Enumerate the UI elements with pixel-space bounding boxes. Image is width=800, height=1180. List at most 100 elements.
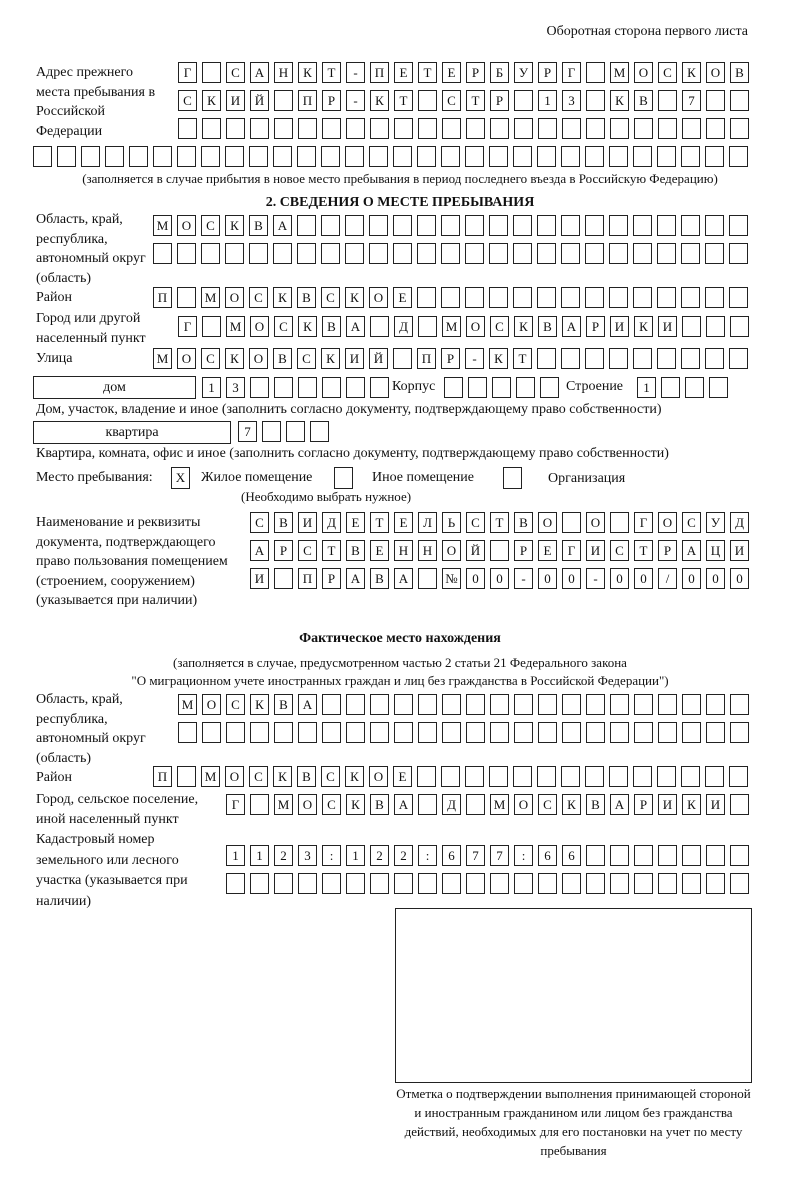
actual-region-row2-cell[interactable] — [466, 722, 485, 743]
actual-district-cell[interactable]: П — [153, 766, 172, 787]
actual-region-row2-cell[interactable] — [658, 722, 677, 743]
actual-district-cell[interactable] — [177, 766, 196, 787]
region-row1-cell[interactable] — [513, 215, 532, 236]
region-row1-cell[interactable]: С — [201, 215, 220, 236]
prev-address-row2-cell[interactable]: Р — [490, 90, 509, 111]
street-cell[interactable]: - — [465, 348, 484, 369]
prev-address-row2-cell[interactable] — [706, 90, 725, 111]
street-cell[interactable]: С — [201, 348, 220, 369]
district-cell[interactable]: К — [273, 287, 292, 308]
prev-address-row4-cell[interactable] — [441, 146, 460, 167]
region-row1-cell[interactable]: О — [177, 215, 196, 236]
region-row1-cell[interactable] — [657, 215, 676, 236]
region-row1-cell[interactable] — [465, 215, 484, 236]
doc-row1-cell[interactable]: И — [298, 512, 317, 533]
cadastral-row1-cell[interactable]: : — [322, 845, 341, 866]
prev-address-row3-cell[interactable] — [250, 118, 269, 139]
doc-row1-cell[interactable] — [610, 512, 629, 533]
prev-address-row2-cell[interactable]: П — [298, 90, 317, 111]
prev-address-row3-cell[interactable] — [634, 118, 653, 139]
district-cell[interactable]: О — [225, 287, 244, 308]
cadastral-row2-cell[interactable] — [682, 873, 701, 894]
actual-district-cell[interactable] — [633, 766, 652, 787]
cadastral-row1-cell[interactable]: 2 — [274, 845, 293, 866]
prev-address-row1-cell[interactable]: Р — [466, 62, 485, 83]
street-cell[interactable]: Р — [441, 348, 460, 369]
cadastral-row1-cell[interactable]: 3 — [298, 845, 317, 866]
prev-address-row2-cell[interactable]: Т — [466, 90, 485, 111]
actual-district-cell[interactable]: О — [369, 766, 388, 787]
prev-address-row1-cell[interactable]: Е — [394, 62, 413, 83]
prev-address-row4-cell[interactable] — [57, 146, 76, 167]
korpus-cell[interactable] — [492, 377, 511, 398]
doc-row2-cell[interactable]: О — [442, 540, 461, 561]
prev-address-row2-cell[interactable]: В — [634, 90, 653, 111]
city-cell[interactable] — [730, 316, 749, 337]
prev-address-row1-cell[interactable]: Б — [490, 62, 509, 83]
prev-address-row1-cell[interactable]: Т — [322, 62, 341, 83]
street-cell[interactable]: Т — [513, 348, 532, 369]
prev-address-row1-cell[interactable]: - — [346, 62, 365, 83]
region-row1-cell[interactable] — [489, 215, 508, 236]
doc-row3-cell[interactable]: 0 — [682, 568, 701, 589]
actual-city-cell[interactable]: С — [538, 794, 557, 815]
prev-address-row2-cell[interactable]: 1 — [538, 90, 557, 111]
doc-row3-cell[interactable]: 0 — [706, 568, 725, 589]
house-number-cell[interactable] — [322, 377, 341, 398]
doc-row2-cell[interactable]: Г — [562, 540, 581, 561]
actual-region-row1-cell[interactable]: В — [274, 694, 293, 715]
cadastral-row1-cell[interactable] — [682, 845, 701, 866]
doc-row3-cell[interactable] — [274, 568, 293, 589]
prev-address-row4-cell[interactable] — [129, 146, 148, 167]
prev-address-row4-cell[interactable] — [585, 146, 604, 167]
street-cell[interactable]: П — [417, 348, 436, 369]
doc-row3-cell[interactable]: 0 — [610, 568, 629, 589]
actual-region-row2-cell[interactable] — [514, 722, 533, 743]
house-number-cell[interactable] — [250, 377, 269, 398]
korpus-cell[interactable] — [468, 377, 487, 398]
cadastral-row2-cell[interactable] — [658, 873, 677, 894]
house-number-cell[interactable]: 3 — [226, 377, 245, 398]
city-cell[interactable]: А — [346, 316, 365, 337]
doc-row2-cell[interactable]: Н — [418, 540, 437, 561]
korpus-cell[interactable] — [540, 377, 559, 398]
street-cell[interactable] — [537, 348, 556, 369]
region-row2-cell[interactable] — [561, 243, 580, 264]
prev-address-row2-cell[interactable]: Р — [322, 90, 341, 111]
flat-type-field[interactable]: квартира — [33, 421, 231, 444]
cadastral-row1-cell[interactable]: 2 — [394, 845, 413, 866]
street-cell[interactable] — [681, 348, 700, 369]
prev-address-row4-cell[interactable] — [321, 146, 340, 167]
flat-number-cell[interactable] — [310, 421, 329, 442]
city-cell[interactable]: О — [250, 316, 269, 337]
region-row1-cell[interactable] — [441, 215, 460, 236]
doc-row1-cell[interactable]: Г — [634, 512, 653, 533]
prev-address-row2-cell[interactable]: К — [370, 90, 389, 111]
actual-district-cell[interactable] — [681, 766, 700, 787]
actual-region-row1-cell[interactable]: М — [178, 694, 197, 715]
building-cell[interactable] — [661, 377, 680, 398]
actual-region-row1-cell[interactable]: О — [202, 694, 221, 715]
actual-region-row2-cell[interactable] — [178, 722, 197, 743]
doc-row3-cell[interactable]: / — [658, 568, 677, 589]
actual-region-row2-cell[interactable] — [490, 722, 509, 743]
region-row1-cell[interactable] — [705, 215, 724, 236]
doc-row1-cell[interactable]: Л — [418, 512, 437, 533]
prev-address-row4-cell[interactable] — [609, 146, 628, 167]
actual-district-cell[interactable] — [705, 766, 724, 787]
region-row1-cell[interactable] — [369, 215, 388, 236]
city-cell[interactable] — [202, 316, 221, 337]
doc-row1-cell[interactable] — [562, 512, 581, 533]
region-row1-cell[interactable] — [297, 215, 316, 236]
street-cell[interactable] — [393, 348, 412, 369]
street-cell[interactable]: К — [225, 348, 244, 369]
actual-region-row2-cell[interactable] — [370, 722, 389, 743]
prev-address-row4-cell[interactable] — [537, 146, 556, 167]
actual-region-row2-cell[interactable] — [226, 722, 245, 743]
prev-address-row1-cell[interactable]: О — [634, 62, 653, 83]
house-number-cell[interactable] — [346, 377, 365, 398]
prev-address-row4-cell[interactable] — [681, 146, 700, 167]
doc-row1-cell[interactable]: Ь — [442, 512, 461, 533]
city-cell[interactable] — [418, 316, 437, 337]
region-row2-cell[interactable] — [201, 243, 220, 264]
